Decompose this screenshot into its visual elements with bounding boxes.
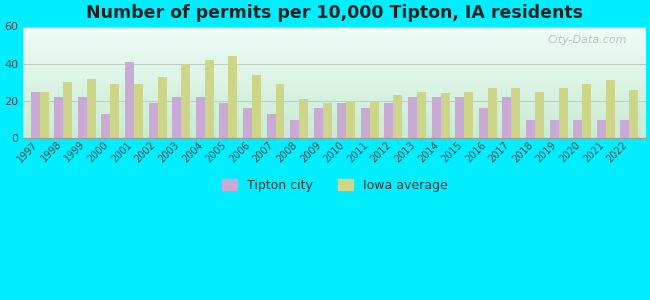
Bar bbox=[606, 80, 615, 138]
Bar bbox=[266, 114, 276, 138]
Bar bbox=[252, 75, 261, 138]
Bar bbox=[63, 82, 72, 138]
Bar bbox=[290, 119, 299, 138]
Bar bbox=[101, 114, 111, 138]
Bar bbox=[488, 88, 497, 138]
Bar bbox=[322, 103, 332, 138]
Bar bbox=[512, 88, 521, 138]
Bar bbox=[196, 97, 205, 138]
Bar bbox=[87, 79, 96, 138]
Bar bbox=[573, 119, 582, 138]
Bar bbox=[558, 88, 567, 138]
Bar bbox=[629, 90, 638, 138]
Bar bbox=[361, 108, 370, 138]
Bar bbox=[125, 62, 134, 138]
Bar bbox=[134, 84, 143, 138]
Bar bbox=[346, 101, 356, 138]
Bar bbox=[582, 84, 591, 138]
Bar bbox=[393, 95, 402, 138]
Bar bbox=[385, 103, 393, 138]
Bar bbox=[417, 92, 426, 138]
Bar bbox=[111, 84, 120, 138]
Bar bbox=[220, 103, 228, 138]
Legend: Tipton city, Iowa average: Tipton city, Iowa average bbox=[216, 174, 452, 196]
Bar bbox=[464, 92, 473, 138]
Bar bbox=[243, 108, 252, 138]
Bar bbox=[535, 92, 544, 138]
Bar bbox=[550, 119, 558, 138]
Bar bbox=[408, 97, 417, 138]
Bar bbox=[276, 84, 285, 138]
Bar bbox=[620, 119, 629, 138]
Bar bbox=[40, 92, 49, 138]
Title: Number of permits per 10,000 Tipton, IA residents: Number of permits per 10,000 Tipton, IA … bbox=[86, 4, 583, 22]
Bar bbox=[370, 101, 379, 138]
Bar bbox=[228, 56, 237, 138]
Bar bbox=[78, 97, 87, 138]
Bar bbox=[314, 108, 322, 138]
Bar bbox=[597, 119, 606, 138]
Bar bbox=[299, 99, 308, 138]
Bar bbox=[31, 92, 40, 138]
Text: City-Data.com: City-Data.com bbox=[548, 35, 627, 45]
Bar bbox=[455, 97, 464, 138]
Bar bbox=[181, 64, 190, 138]
Bar bbox=[526, 119, 535, 138]
Bar bbox=[337, 103, 346, 138]
Bar bbox=[432, 97, 441, 138]
Bar bbox=[149, 103, 157, 138]
Bar bbox=[157, 77, 166, 138]
Bar bbox=[441, 94, 450, 138]
Bar bbox=[55, 97, 63, 138]
Bar bbox=[172, 97, 181, 138]
Bar bbox=[502, 97, 512, 138]
Bar bbox=[479, 108, 488, 138]
Bar bbox=[205, 60, 214, 138]
